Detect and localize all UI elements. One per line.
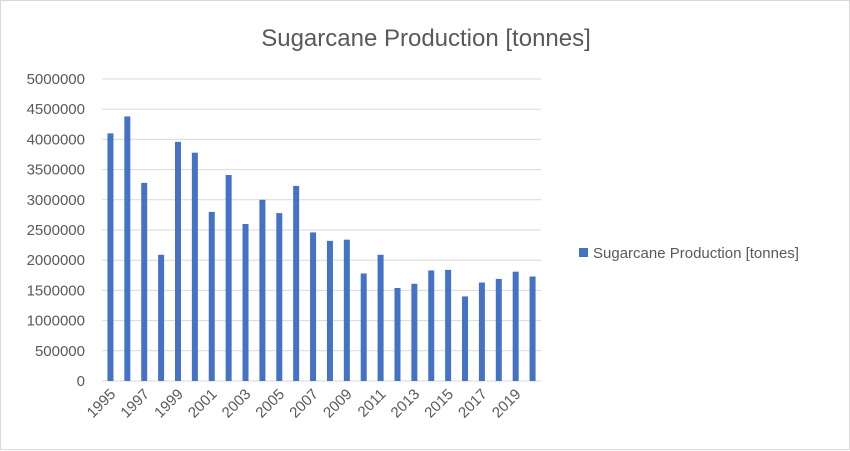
bar [124,116,131,381]
bar [158,254,165,381]
bar [191,152,198,381]
x-tick-label: 1995 [84,386,120,422]
x-tick-label: 2011 [355,386,390,421]
x-tick-label: 2017 [455,386,491,422]
bar [326,240,333,381]
bar [462,296,469,381]
x-tick-label: 2001 [185,386,221,422]
bar [445,269,452,381]
y-axis-tick-labels: 0 500000 1000000 1500000 2000000 2500000 30000… [27,71,85,390]
bar [242,223,249,381]
bar [208,211,215,381]
y-tick-label: 1000000 [27,313,85,330]
bar [310,232,317,381]
x-tick-label: 2009 [320,386,356,422]
bar [377,254,384,381]
bar [259,199,266,381]
x-tick-label: 2007 [286,386,322,422]
y-tick-label: 3000000 [27,192,85,209]
legend: Sugarcane Production [tonnes] [579,245,799,262]
bar [428,270,435,381]
bar [107,133,114,381]
legend-label: Sugarcane Production [tonnes] [593,245,799,262]
bars [107,116,536,381]
x-axis-tick-labels: 1995199719992001200320052007200920112013… [84,386,525,422]
y-tick-label: 5000000 [27,71,85,88]
bar [360,273,367,381]
x-tick-label: 1999 [151,386,187,422]
y-tick-label: 500000 [35,343,85,360]
bar [512,271,519,381]
bar [478,282,485,381]
bar [174,141,181,381]
x-tick-label: 2015 [421,386,457,422]
x-tick-label: 2013 [388,386,424,422]
y-tick-label: 1500000 [27,282,85,299]
y-tick-label: 3500000 [27,162,85,179]
y-tick-label: 0 [77,373,85,390]
x-tick-label: 2005 [252,386,288,422]
bar [529,276,536,381]
legend-swatch [579,248,588,257]
bar [394,287,401,381]
bar [495,278,502,381]
bar [141,182,148,381]
y-tick-label: 2500000 [27,222,85,239]
bar [225,175,232,381]
gridlines [102,78,541,382]
chart-title: Sugarcane Production [tonnes] [261,25,591,52]
bar [343,239,350,381]
y-tick-label: 4500000 [27,101,85,118]
bar [276,213,283,381]
bar [293,185,300,381]
bar [411,283,418,381]
x-tick-label: 2003 [219,386,255,422]
x-tick-label: 1997 [117,386,153,422]
y-tick-label: 2000000 [27,252,85,269]
y-tick-label: 4000000 [27,131,85,148]
x-tick-label: 2019 [489,386,525,422]
